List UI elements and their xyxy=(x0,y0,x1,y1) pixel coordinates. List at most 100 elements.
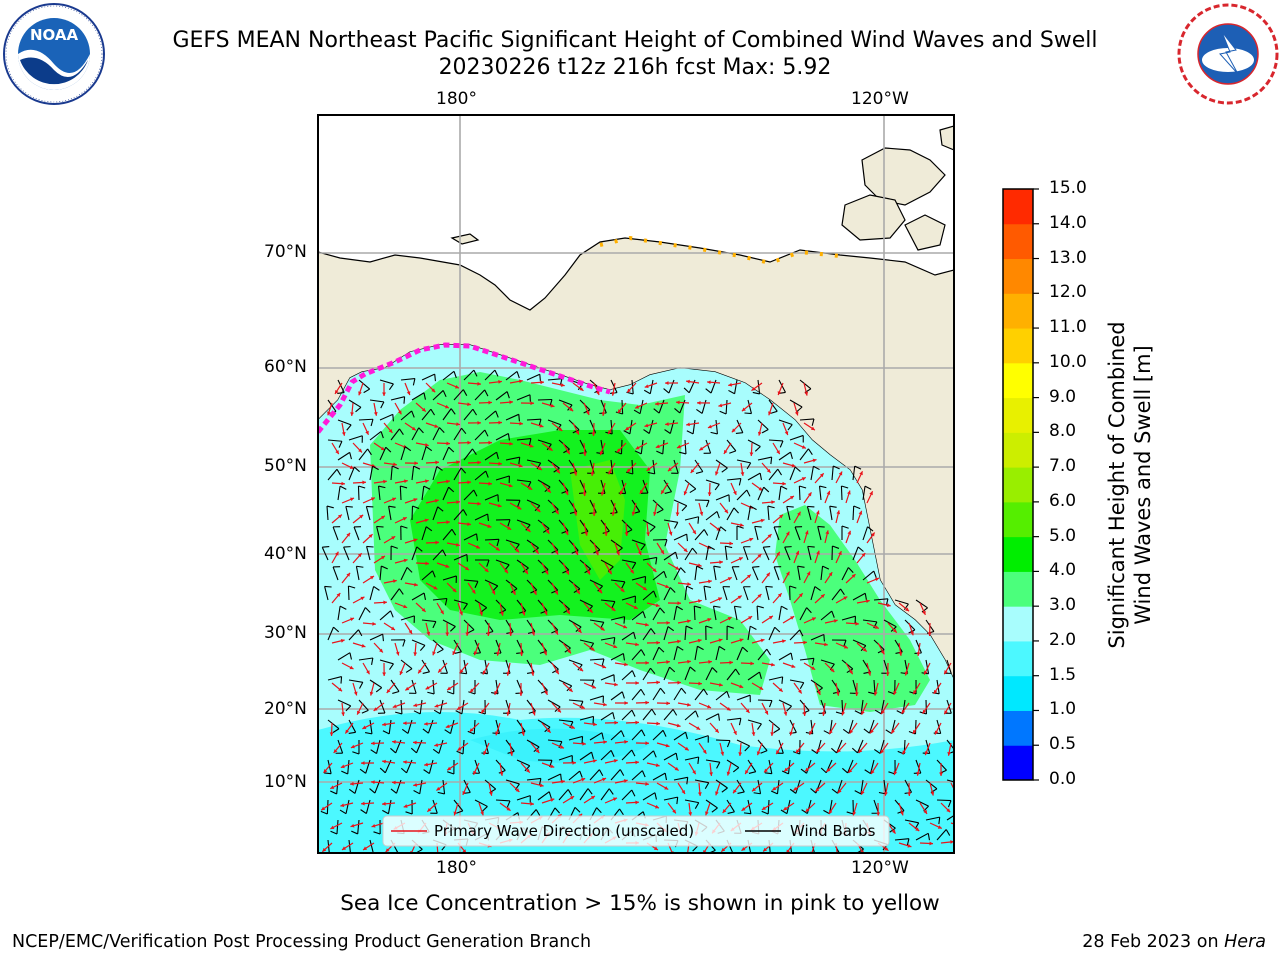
wave-direction-arrow xyxy=(562,642,572,654)
wave-direction-arrow xyxy=(870,762,879,775)
wave-direction-arrow xyxy=(590,462,595,476)
wave-direction-arrow xyxy=(893,762,900,776)
wind-barb xyxy=(631,649,646,661)
wave-direction-arrow xyxy=(509,421,524,426)
wave-direction-arrow xyxy=(686,422,700,427)
wave-direction-arrow xyxy=(562,760,577,765)
wave-direction-arrow xyxy=(499,602,504,616)
wave-direction-arrow xyxy=(572,582,581,595)
wave-direction-arrow xyxy=(341,702,345,716)
wind-barb xyxy=(663,379,675,394)
wind-barb xyxy=(754,525,762,541)
wind-barb xyxy=(705,799,718,813)
wave-direction-arrow xyxy=(341,842,354,851)
colorbar-tick-label: 10.0 xyxy=(1049,351,1087,372)
wind-barb xyxy=(789,679,805,689)
wind-barb xyxy=(463,533,479,541)
wave-direction-arrow xyxy=(667,680,682,685)
wind-barb xyxy=(705,625,713,641)
colorbar xyxy=(1002,188,1039,781)
wave-direction-arrow xyxy=(688,681,703,686)
wave-direction-arrow xyxy=(614,740,628,744)
wave-direction-arrow xyxy=(599,442,606,456)
wind-barb xyxy=(768,439,784,448)
wind-barb xyxy=(784,546,792,561)
wave-direction-arrow xyxy=(688,762,697,775)
wind-barb xyxy=(430,799,438,814)
wave-direction-arrow xyxy=(688,562,702,568)
wave-direction-arrow xyxy=(352,480,367,485)
wave-direction-arrow xyxy=(667,722,681,728)
wave-direction-arrow xyxy=(520,562,529,575)
wave-direction-arrow xyxy=(803,530,809,544)
wave-direction-arrow xyxy=(835,471,843,484)
wave-direction-arrow xyxy=(530,542,540,554)
wave-direction-arrow xyxy=(751,593,762,604)
wind-barb xyxy=(642,628,656,641)
wind-barb xyxy=(442,575,457,583)
wave-direction-arrow xyxy=(582,442,587,457)
wave-direction-arrow xyxy=(403,760,417,765)
wave-direction-arrow xyxy=(730,722,737,736)
wind-barb xyxy=(621,670,636,681)
wave-direction-arrow xyxy=(696,401,711,405)
wave-direction-arrow xyxy=(635,741,650,746)
wave-direction-arrow xyxy=(940,840,954,844)
wave-direction-arrow xyxy=(583,795,596,804)
wind-barb xyxy=(421,570,436,581)
wind-barb xyxy=(747,439,761,452)
wind-barb xyxy=(789,629,804,641)
wave-direction-arrow xyxy=(362,621,377,626)
wave-direction-arrow xyxy=(583,522,588,536)
wind-barb xyxy=(463,489,478,501)
wind-barb xyxy=(332,566,341,581)
wave-direction-arrow xyxy=(770,722,775,737)
wind-barb xyxy=(579,715,595,724)
wave-direction-arrow xyxy=(551,462,561,474)
wave-direction-arrow xyxy=(782,462,796,468)
wave-direction-arrow xyxy=(391,780,406,785)
wave-direction-arrow xyxy=(453,802,459,816)
wave-direction-arrow xyxy=(478,481,493,486)
wind-barb xyxy=(797,565,805,581)
wind-barb xyxy=(925,816,941,825)
wave-direction-arrow xyxy=(707,422,721,429)
wave-direction-arrow xyxy=(362,422,370,436)
wave-direction-arrow xyxy=(803,382,809,396)
wind-barb xyxy=(327,468,342,481)
wind-barb xyxy=(713,565,721,581)
wave-direction-arrow xyxy=(646,802,660,809)
wave-direction-arrow xyxy=(382,722,396,727)
wind-barb xyxy=(505,413,520,422)
wave-direction-arrow xyxy=(740,615,753,624)
wind-barb xyxy=(337,379,345,395)
wind-barb xyxy=(589,695,604,703)
wind-barb xyxy=(712,605,721,621)
wind-barb xyxy=(400,410,415,421)
wave-direction-arrow xyxy=(943,662,952,675)
wind-barb xyxy=(694,529,709,541)
wave-direction-arrow xyxy=(425,540,440,545)
wave-direction-arrow xyxy=(916,762,921,776)
wave-direction-arrow xyxy=(624,422,637,431)
wave-direction-arrow xyxy=(530,502,541,513)
wave-direction-arrow xyxy=(331,638,345,644)
wind-barb xyxy=(703,585,711,601)
wind-barb xyxy=(831,639,847,647)
wave-direction-arrow xyxy=(761,500,775,505)
colorbar-tick-label: 6.0 xyxy=(1049,490,1077,511)
wave-direction-arrow xyxy=(362,842,375,851)
wave-direction-arrow xyxy=(856,510,863,524)
wave-direction-arrow xyxy=(360,801,375,806)
wave-direction-arrow xyxy=(614,542,620,556)
wave-direction-arrow xyxy=(383,535,396,544)
wave-direction-arrow xyxy=(715,782,721,796)
wave-direction-arrow xyxy=(404,461,419,466)
wind-barb xyxy=(610,616,626,624)
wave-direction-arrow xyxy=(667,639,681,644)
wind-barb xyxy=(673,499,688,512)
lat-label-60n: 60°N xyxy=(264,357,307,377)
wave-direction-arrow xyxy=(478,562,489,573)
wave-direction-arrow xyxy=(478,602,484,616)
wind-barb xyxy=(377,485,386,501)
